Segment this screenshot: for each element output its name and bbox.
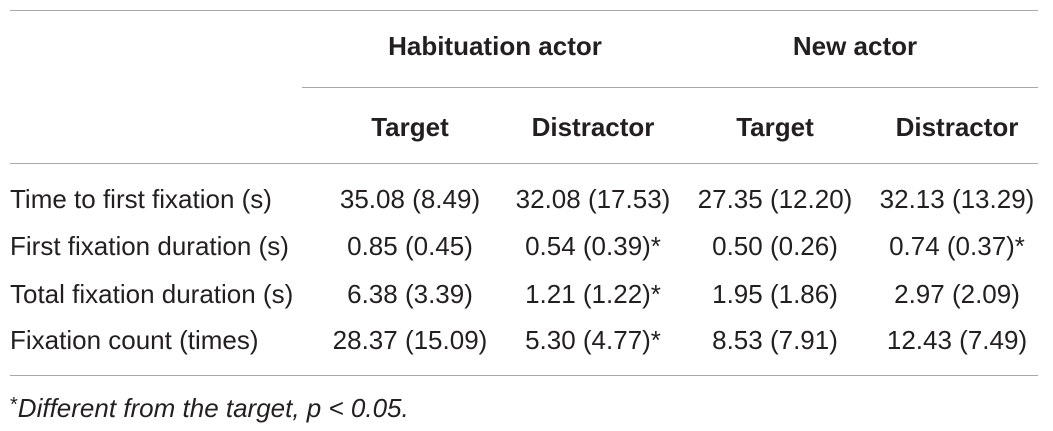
table-cell: 8.53 (7.91) bbox=[712, 325, 838, 355]
table-cell: 0.50 (0.26) bbox=[712, 231, 838, 261]
header-bottom-rule bbox=[10, 163, 1038, 164]
row-label: First fixation duration (s) bbox=[10, 231, 289, 261]
group-header-rule bbox=[302, 87, 1038, 88]
table-cell: 6.38 (3.39) bbox=[347, 279, 473, 309]
row-label: Fixation count (times) bbox=[10, 325, 259, 355]
table-cell: 32.13 (13.29) bbox=[879, 184, 1035, 214]
table-cell: 32.08 (17.53) bbox=[515, 184, 671, 214]
footnote: *Different from the target, p < 0.05. bbox=[10, 390, 409, 423]
group-header-new-actor: New actor bbox=[792, 31, 918, 61]
table-cell: 27.35 (12.20) bbox=[697, 184, 853, 214]
table-cell: 1.95 (1.86) bbox=[712, 279, 838, 309]
row-label: Total fixation duration (s) bbox=[10, 279, 294, 309]
sub-header-habituation-distractor: Distractor bbox=[531, 112, 655, 142]
table-bottom-rule bbox=[10, 375, 1038, 376]
table-cell: 1.21 (1.22)* bbox=[525, 279, 661, 309]
footnote-text: Different from the target, p < 0.05. bbox=[17, 393, 409, 423]
table-cell: 12.43 (7.49) bbox=[886, 325, 1028, 355]
table-cell: 35.08 (8.49) bbox=[339, 184, 481, 214]
group-header-habituation-actor: Habituation actor bbox=[388, 31, 602, 61]
top-rule bbox=[10, 10, 1038, 11]
sub-header-new-distractor: Distractor bbox=[895, 112, 1019, 142]
table-cell: 0.74 (0.37)* bbox=[889, 231, 1025, 261]
row-label: Time to first fixation (s) bbox=[10, 184, 272, 214]
sub-header-habituation-target: Target bbox=[371, 112, 449, 142]
table-cell: 5.30 (4.77)* bbox=[525, 325, 661, 355]
sub-header-new-target: Target bbox=[736, 112, 814, 142]
table-cell: 28.37 (15.09) bbox=[332, 325, 488, 355]
table-cell: 0.85 (0.45) bbox=[347, 231, 473, 261]
table-cell: 0.54 (0.39)* bbox=[525, 231, 661, 261]
table-cell: 2.97 (2.09) bbox=[894, 279, 1020, 309]
footnote-marker: * bbox=[10, 394, 18, 416]
